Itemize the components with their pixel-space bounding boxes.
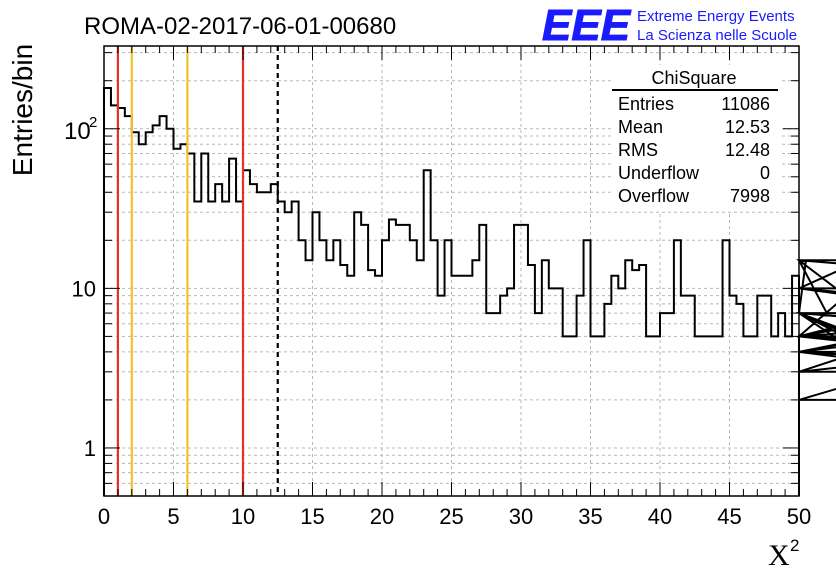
eee-logo-mark: EEE — [542, 1, 632, 50]
x-tick-label: 5 — [167, 504, 179, 529]
y-tick-label: 10 — [64, 118, 91, 145]
y-tick-label: 1 — [84, 436, 96, 461]
x-tick-label: 25 — [439, 504, 463, 529]
x-axis-label: X 2 — [768, 536, 799, 572]
stats-value-overflow: 7998 — [730, 186, 770, 206]
stats-value-rms: 12.48 — [725, 140, 770, 160]
grid-lines — [104, 46, 799, 497]
x-tick-label: 45 — [717, 504, 741, 529]
eee-logo-line2: La Scienza nelle Scuole — [637, 27, 797, 44]
x-tick-label: 20 — [370, 504, 394, 529]
x-axis-label-symbol: X — [768, 539, 790, 572]
y-axis-label: Entries/bin — [7, 44, 38, 176]
stats-label-entries: Entries — [618, 94, 674, 114]
stats-value-entries: 11086 — [721, 94, 770, 114]
x-axis-label-superscript: 2 — [790, 536, 799, 555]
reference-lines — [116, 46, 279, 496]
x-tick-labels: 0 5 10 15 20 25 30 35 40 45 50 — [98, 504, 811, 529]
y-tick-label: 10 — [72, 276, 96, 301]
chart-title: ROMA-02-2017-06-01-00680 — [84, 13, 396, 40]
stats-label-overflow: Overflow — [618, 186, 690, 206]
x-tick-label: 10 — [231, 504, 255, 529]
eee-logo-line1: Extreme Energy Events — [637, 8, 795, 25]
stats-label-underflow: Underflow — [618, 163, 700, 183]
x-tick-label: 0 — [98, 504, 110, 529]
axis-ticks — [103, 46, 800, 497]
stats-box: ChiSquare Entries 11086 Mean 12.53 RMS 1… — [612, 65, 782, 211]
x-tick-label: 15 — [300, 504, 324, 529]
stats-value-mean: 12.53 — [725, 117, 770, 137]
histogram-step-line — [103, 87, 836, 496]
eee-logo: EEE Extreme Energy Events La Scienza nel… — [542, 1, 798, 51]
x-tick-label: 50 — [787, 504, 811, 529]
stats-label-mean: Mean — [618, 117, 663, 137]
x-tick-label: 30 — [509, 504, 533, 529]
x-tick-label: 35 — [578, 504, 602, 529]
y-tick-label-superscript: 2 — [89, 114, 97, 131]
x-tick-label: 40 — [648, 504, 672, 529]
stats-label-rms: RMS — [618, 140, 658, 160]
stats-box-title: ChiSquare — [651, 68, 736, 88]
stats-value-underflow: 0 — [760, 163, 770, 183]
